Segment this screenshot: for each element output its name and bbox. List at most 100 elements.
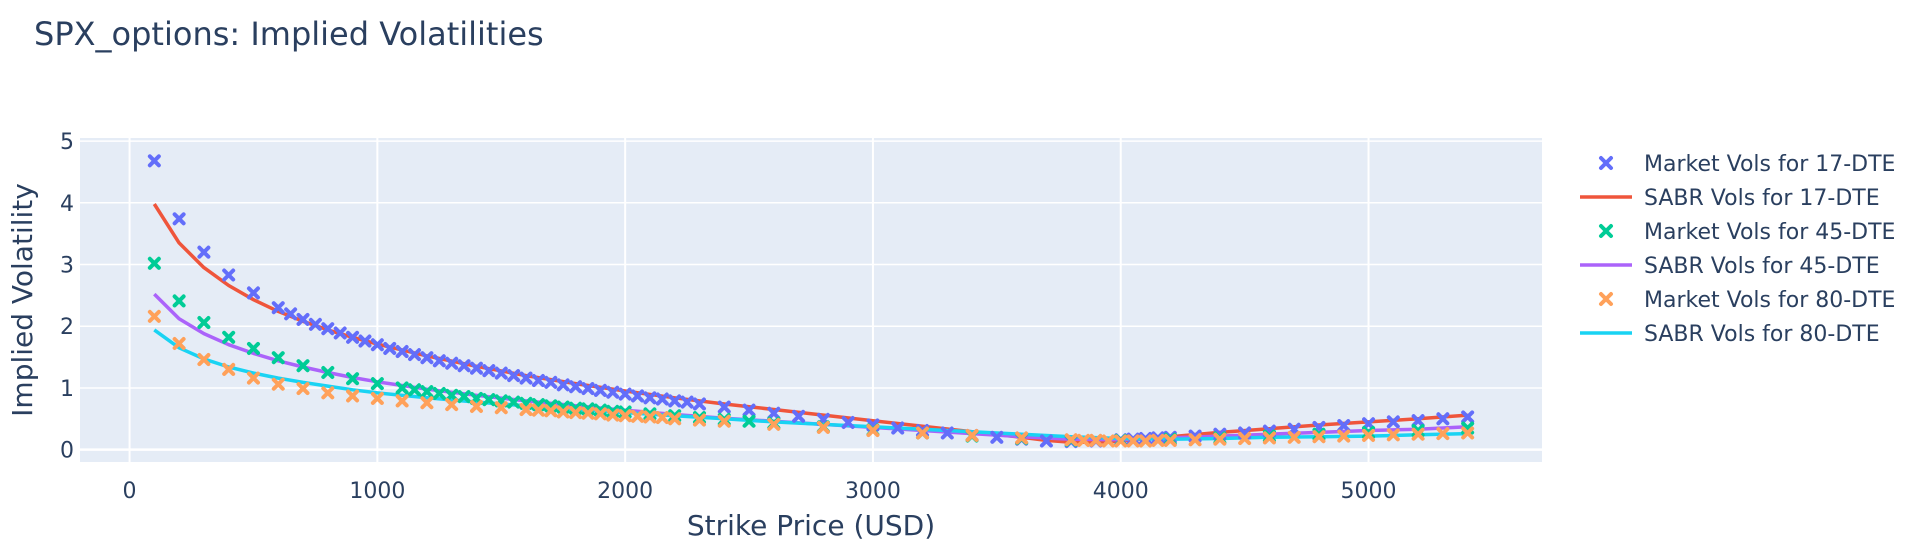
data-point [321, 322, 335, 336]
data-point [581, 382, 595, 396]
marker-series [147, 309, 1475, 448]
data-point [370, 391, 384, 405]
data-point [494, 366, 508, 380]
legend-item[interactable]: SABR Vols for 45-DTE [1580, 254, 1880, 279]
y-axis-title: Implied Volatility [6, 183, 39, 417]
data-point [618, 387, 632, 401]
data-point [866, 424, 880, 438]
data-point [990, 430, 1004, 444]
data-point [457, 359, 471, 373]
data-point [606, 408, 620, 422]
data-point [1411, 427, 1425, 441]
data-point [432, 386, 446, 400]
y-tick-label: 3 [60, 254, 74, 279]
y-tick-label: 0 [60, 439, 74, 464]
data-point [668, 412, 682, 426]
data-point [1039, 434, 1053, 448]
data-point [792, 409, 806, 423]
data-point [1101, 434, 1115, 448]
y-axis-ticks: 0 1 2 3 4 5 [60, 130, 74, 464]
data-point [1077, 433, 1091, 447]
data-point [569, 406, 583, 420]
x-axis-title: Strike Price (USD) [687, 509, 935, 542]
data-point [965, 428, 979, 442]
legend-x-marker-icon [1599, 224, 1613, 238]
legend-label: Market Vols for 80-DTE [1644, 288, 1895, 313]
data-point [358, 334, 372, 348]
data-point [1262, 431, 1276, 445]
legend[interactable]: Market Vols for 17-DTE SABR Vols for 17-D… [1580, 152, 1895, 347]
data-point [346, 330, 360, 344]
data-point [643, 391, 657, 405]
data-point [1337, 419, 1351, 433]
x-tick-label: 5000 [1341, 479, 1397, 504]
x-tick-label: 3000 [845, 479, 901, 504]
data-point [841, 416, 855, 430]
data-point [742, 403, 756, 417]
chart-title: SPX_options: Implied Volatilities [34, 15, 544, 53]
data-point [420, 351, 434, 365]
x-axis-ticks: 0 1000 2000 3000 4000 5000 [123, 479, 1397, 504]
data-point [147, 256, 161, 270]
legend-item[interactable]: SABR Vols for 17-DTE [1580, 186, 1880, 211]
data-point [296, 359, 310, 373]
legend-label: Market Vols for 17-DTE [1644, 152, 1895, 177]
data-point [408, 348, 422, 362]
legend-label: SABR Vols for 17-DTE [1644, 186, 1880, 211]
data-point [1312, 430, 1326, 444]
legend-label: Market Vols for 45-DTE [1644, 220, 1895, 245]
data-point [222, 268, 236, 282]
data-point [395, 345, 409, 359]
data-point [296, 382, 310, 396]
data-point [544, 375, 558, 389]
data-point [717, 414, 731, 428]
data-point [668, 394, 682, 408]
data-point [767, 406, 781, 420]
data-point [246, 286, 260, 300]
x-tick-label: 0 [123, 479, 137, 504]
legend-x-marker-icon [1599, 292, 1613, 306]
data-point [507, 369, 521, 383]
data-point [1337, 429, 1351, 443]
data-point [531, 374, 545, 388]
data-point [816, 420, 830, 434]
data-point [271, 351, 285, 365]
data-point [432, 354, 446, 368]
data-point [346, 372, 360, 386]
data-point [395, 381, 409, 395]
data-point [197, 353, 211, 367]
data-point [655, 392, 669, 406]
data-point [408, 383, 422, 397]
legend-item[interactable]: Market Vols for 80-DTE [1599, 288, 1895, 313]
data-point [482, 393, 496, 407]
data-point [1461, 410, 1475, 424]
legend-item[interactable]: SABR Vols for 80-DTE [1580, 322, 1880, 347]
data-point [1015, 431, 1029, 445]
data-point [569, 380, 583, 394]
data-point [1287, 430, 1301, 444]
data-point [147, 154, 161, 168]
data-point [172, 337, 186, 351]
data-point [742, 414, 756, 428]
data-point [519, 371, 533, 385]
data-point [1139, 434, 1153, 448]
legend-label: SABR Vols for 80-DTE [1644, 322, 1880, 347]
data-point [1151, 433, 1165, 447]
data-point [482, 364, 496, 378]
data-point [593, 407, 607, 421]
data-point [507, 395, 521, 409]
legend-x-marker-icon [1599, 156, 1613, 170]
legend-item[interactable]: Market Vols for 45-DTE [1599, 220, 1895, 245]
data-point [519, 403, 533, 417]
x-tick-label: 2000 [597, 479, 653, 504]
data-point [1114, 434, 1128, 448]
legend-item[interactable]: Market Vols for 17-DTE [1599, 152, 1895, 177]
data-point [445, 398, 459, 412]
data-point [1213, 432, 1227, 446]
data-point [172, 294, 186, 308]
data-point [1238, 432, 1252, 446]
data-point [1411, 414, 1425, 428]
y-tick-label: 1 [60, 377, 74, 402]
data-point [692, 397, 706, 411]
data-point [581, 406, 595, 420]
